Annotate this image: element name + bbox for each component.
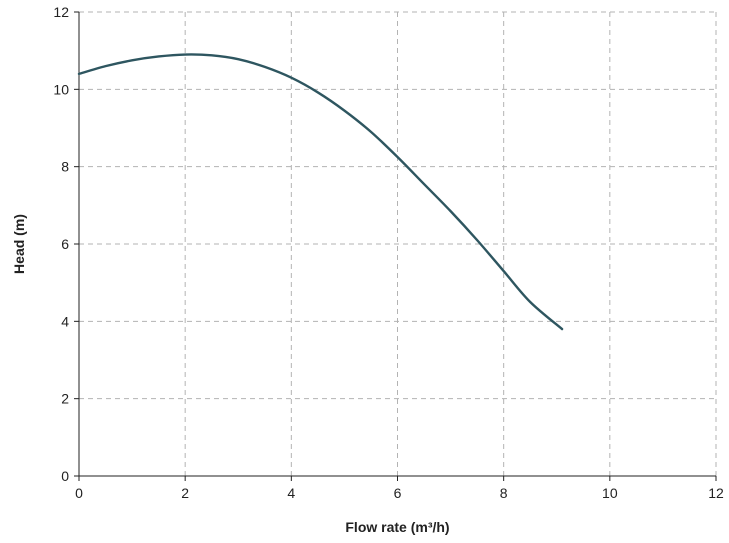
x-tick-label: 2 <box>181 485 189 501</box>
x-tick-label: 12 <box>708 485 724 501</box>
y-tick-label: 8 <box>61 159 69 175</box>
series-layer <box>77 53 564 331</box>
y-tick-label: 6 <box>61 236 69 252</box>
y-axis-ticks: 0 2 4 6 8 10 12 <box>53 4 79 484</box>
y-tick-label: 12 <box>53 4 69 20</box>
y-tick-label: 10 <box>53 81 69 97</box>
y-tick-label: 2 <box>61 391 69 407</box>
grid <box>79 11 717 476</box>
x-tick-label: 8 <box>500 485 508 501</box>
x-tick-label: 0 <box>75 485 83 501</box>
x-axis-label: Flow rate (m³/h) <box>345 519 449 535</box>
y-tick-label: 4 <box>61 313 69 329</box>
x-tick-label: 6 <box>394 485 402 501</box>
x-tick-label: 4 <box>287 485 295 501</box>
pump-curve-line <box>77 53 564 331</box>
x-tick-label: 10 <box>602 485 618 501</box>
y-tick-label: 0 <box>61 468 69 484</box>
x-axis-ticks: 0 2 4 6 8 10 12 <box>75 476 724 501</box>
y-axis-label: Head (m) <box>11 214 27 274</box>
